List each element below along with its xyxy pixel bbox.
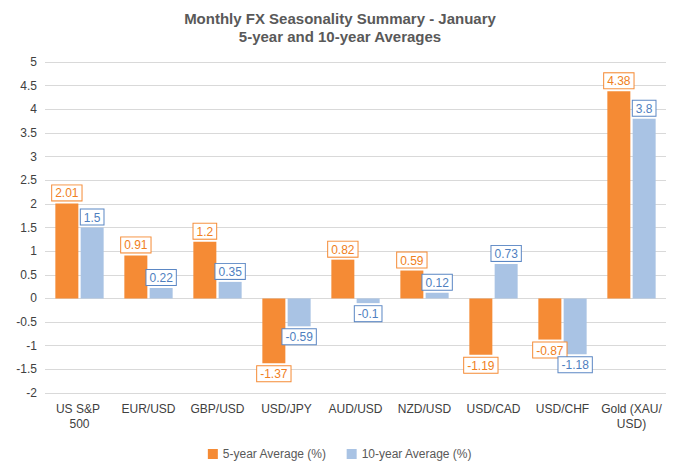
svg-text:-1.37: -1.37 bbox=[260, 367, 288, 381]
svg-text:USD/JPY: USD/JPY bbox=[261, 402, 312, 416]
svg-text:0.73: 0.73 bbox=[494, 247, 518, 261]
svg-text:0.59: 0.59 bbox=[400, 254, 424, 268]
svg-text:USD/CAD: USD/CAD bbox=[466, 402, 520, 416]
svg-text:-1: -1 bbox=[26, 339, 37, 353]
svg-text:3: 3 bbox=[30, 150, 37, 164]
svg-text:4.5: 4.5 bbox=[20, 79, 37, 93]
svg-text:2.5: 2.5 bbox=[20, 173, 37, 187]
svg-text:5-year Average (%): 5-year Average (%) bbox=[223, 447, 326, 461]
svg-text:2: 2 bbox=[30, 197, 37, 211]
svg-text:1.2: 1.2 bbox=[197, 225, 214, 239]
svg-text:-1.18: -1.18 bbox=[561, 358, 589, 372]
svg-text:0.35: 0.35 bbox=[218, 265, 242, 279]
svg-text:3.8: 3.8 bbox=[636, 102, 653, 116]
svg-text:1.5: 1.5 bbox=[20, 221, 37, 235]
svg-text:500: 500 bbox=[69, 417, 89, 431]
svg-text:USD): USD) bbox=[617, 417, 646, 431]
svg-text:-1.5: -1.5 bbox=[16, 362, 37, 376]
svg-text:Monthly FX Seasonality Summary: Monthly FX Seasonality Summary - January bbox=[184, 10, 496, 27]
svg-text:0: 0 bbox=[30, 291, 37, 305]
svg-text:-2: -2 bbox=[26, 386, 37, 400]
svg-text:EUR/USD: EUR/USD bbox=[121, 402, 175, 416]
svg-text:Gold (XAU/: Gold (XAU/ bbox=[601, 402, 662, 416]
svg-text:-0.1: -0.1 bbox=[358, 307, 379, 321]
svg-text:-0.59: -0.59 bbox=[285, 330, 313, 344]
svg-text:0.82: 0.82 bbox=[331, 243, 355, 257]
svg-text:4.38: 4.38 bbox=[607, 74, 631, 88]
svg-text:4: 4 bbox=[30, 102, 37, 116]
svg-text:-1.19: -1.19 bbox=[467, 359, 495, 373]
svg-text:0.22: 0.22 bbox=[149, 271, 173, 285]
svg-text:2.01: 2.01 bbox=[55, 186, 79, 200]
svg-text:-0.5: -0.5 bbox=[16, 315, 37, 329]
svg-text:0.5: 0.5 bbox=[20, 268, 37, 282]
svg-text:-0.87: -0.87 bbox=[536, 344, 564, 358]
svg-text:0.91: 0.91 bbox=[124, 238, 148, 252]
svg-text:0.12: 0.12 bbox=[425, 276, 449, 290]
svg-text:3.5: 3.5 bbox=[20, 126, 37, 140]
svg-text:10-year Average (%): 10-year Average (%) bbox=[362, 447, 472, 461]
svg-text:AUD/USD: AUD/USD bbox=[328, 402, 382, 416]
svg-text:1.5: 1.5 bbox=[84, 211, 101, 225]
svg-text:5-year and 10-year Averages: 5-year and 10-year Averages bbox=[239, 28, 441, 45]
svg-text:NZD/USD: NZD/USD bbox=[398, 402, 452, 416]
svg-text:5: 5 bbox=[30, 55, 37, 69]
svg-text:USD/CHF: USD/CHF bbox=[536, 402, 589, 416]
svg-text:1: 1 bbox=[30, 244, 37, 258]
svg-text:US S&P: US S&P bbox=[56, 402, 103, 416]
svg-text:GBP/USD: GBP/USD bbox=[190, 402, 244, 416]
